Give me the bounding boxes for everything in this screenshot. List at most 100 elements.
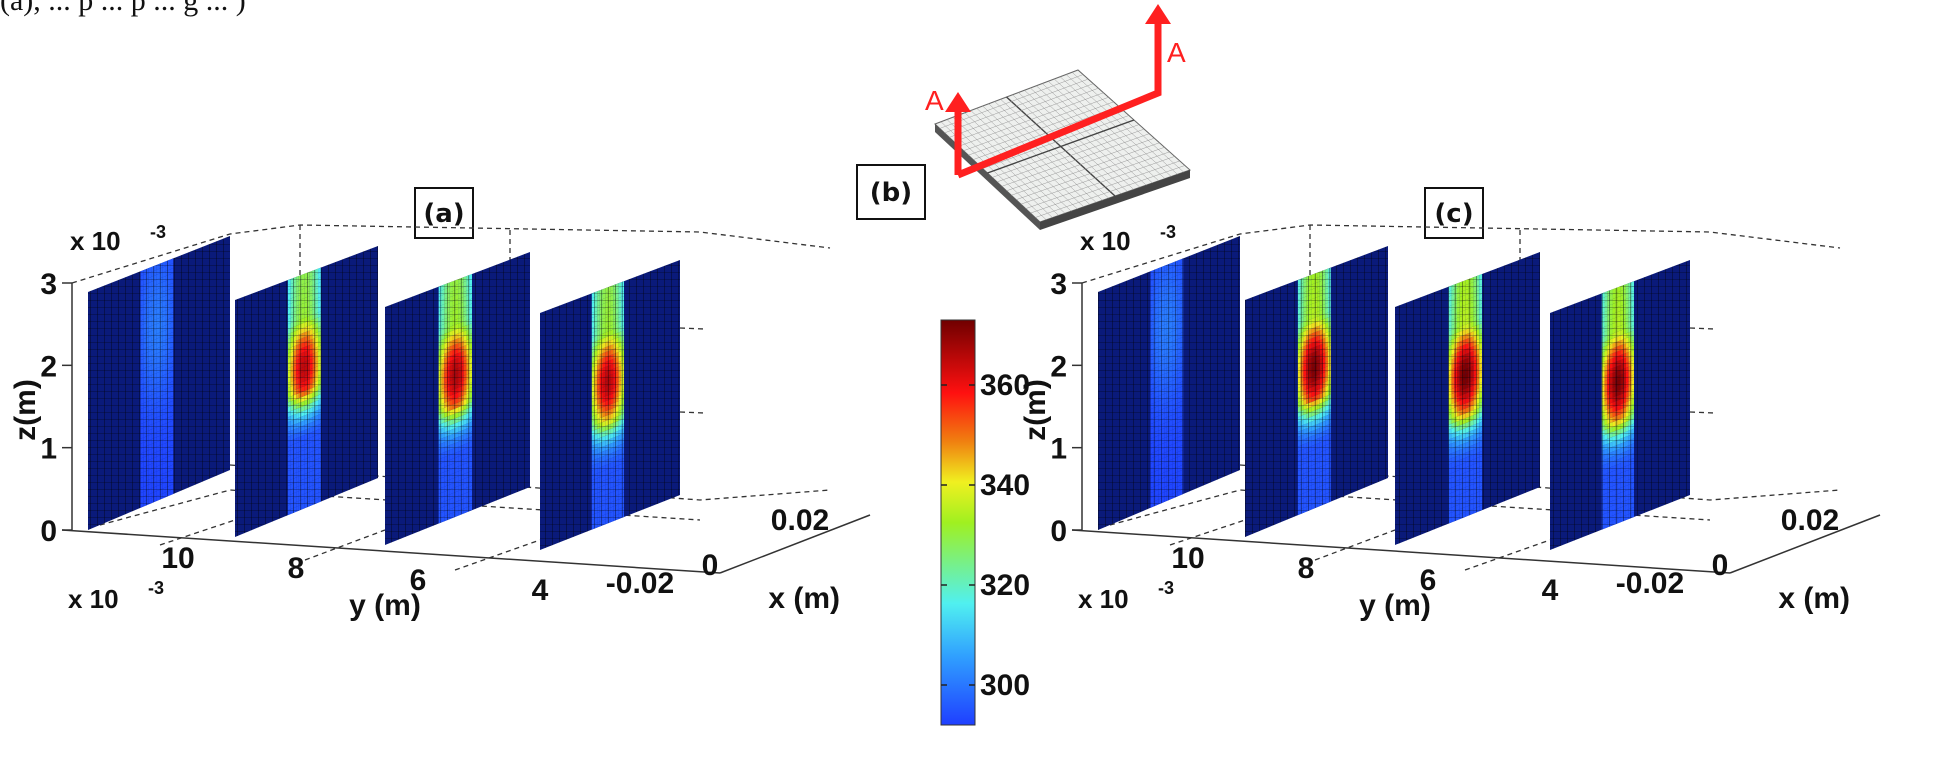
mesh-line	[982, 115, 1129, 169]
z-tick-label: 3	[40, 268, 57, 301]
colorbar-gradient	[940, 319, 976, 726]
section-label-left: A	[925, 85, 944, 116]
y-tick-label: 8	[1298, 552, 1315, 585]
y-tick-label: 4	[532, 574, 549, 607]
colorbar: 300 320 340 360	[940, 319, 1030, 726]
slice-mesh	[1395, 252, 1540, 545]
slice-mesh	[540, 260, 680, 550]
z-multiplier-label: x 10	[1080, 226, 1131, 256]
grid-line	[454, 539, 541, 571]
y-tick-label: 10	[1171, 542, 1204, 575]
section-label-right: A	[1167, 37, 1186, 68]
z-multiplier-exponent: -3	[150, 222, 166, 242]
x-axis	[719, 514, 871, 574]
y-multiplier-exponent: -3	[1158, 578, 1174, 598]
mesh-line	[1011, 142, 1160, 196]
mesh-line	[954, 87, 1099, 143]
x-tick-label: 0	[1712, 549, 1729, 582]
z-tick-label: 1	[1050, 433, 1067, 466]
grid-line	[679, 411, 706, 414]
slice-mesh	[88, 236, 230, 530]
grid-line	[1169, 519, 1246, 546]
y-multiplier-exponent: -3	[148, 578, 164, 598]
z-multiplier-exponent: -3	[1160, 222, 1176, 242]
grid-line	[679, 327, 706, 330]
x-tick-label: -0.02	[606, 567, 674, 600]
mesh-line	[987, 119, 1135, 174]
mesh-line	[1030, 160, 1180, 214]
slice-plane	[1550, 260, 1690, 550]
y-multiplier-label: x 10	[1078, 584, 1129, 614]
y-tick-label: 8	[288, 552, 305, 585]
grid-line	[159, 519, 236, 546]
slice-mesh	[1245, 246, 1388, 537]
mesh-line	[939, 74, 1084, 129]
y-axis	[61, 529, 721, 574]
arrow-up-icon	[945, 92, 971, 112]
mesh-line	[968, 101, 1114, 156]
z-axis-label: z(m)	[1019, 379, 1052, 441]
mesh-line	[992, 124, 1140, 178]
grid-line	[1314, 529, 1396, 561]
slice-plane	[1395, 252, 1540, 545]
mesh-line	[1001, 133, 1150, 187]
x-tick-label: 0.02	[771, 504, 829, 537]
slice-plane	[385, 252, 530, 545]
z-tick-label: 0	[1050, 515, 1067, 548]
y-multiplier-label: x 10	[68, 584, 119, 614]
grid-line	[1689, 327, 1716, 330]
mesh-line	[1016, 147, 1165, 200]
slice-mesh	[385, 252, 530, 545]
y-axis-label: y (m)	[349, 589, 421, 622]
mesh-line	[1006, 137, 1155, 192]
slice-plane	[540, 260, 680, 550]
mesh-line	[963, 97, 1109, 151]
colorbar-tick-label: 360	[980, 369, 1030, 402]
mesh-line	[1020, 151, 1170, 205]
slice-plane	[88, 236, 230, 530]
mesh-line	[949, 83, 1094, 138]
x-tick-label: -0.02	[1616, 567, 1684, 600]
z-tick-label: 2	[40, 350, 57, 383]
y-tick-label: 4	[1542, 574, 1559, 607]
y-axis-label: y (m)	[1359, 589, 1431, 622]
panel-label: (c)	[1434, 199, 1473, 229]
mesh-line	[1035, 165, 1185, 218]
colorbar-tick-label: 340	[980, 469, 1030, 502]
y-tick-label: 6	[1420, 564, 1437, 597]
slice-mesh	[1550, 260, 1690, 550]
z-multiplier-label: x 10	[70, 226, 121, 256]
mesh-line	[958, 92, 1104, 147]
x-axis-label: x (m)	[1778, 582, 1850, 615]
panel-b-label: (b)	[870, 178, 912, 208]
colorbar-tick-label: 320	[980, 569, 1030, 602]
y-axis	[1071, 529, 1731, 574]
panel-label: (a)	[423, 199, 464, 229]
grid-line	[1464, 539, 1551, 571]
mesh-line	[996, 128, 1145, 183]
slice-plane	[1098, 236, 1240, 530]
section-line-a-a: A A	[925, 4, 1186, 179]
panel-label-box	[1424, 187, 1484, 239]
slice-mesh	[1098, 236, 1240, 530]
x-axis	[1729, 514, 1881, 574]
slice-plane	[1245, 246, 1388, 537]
y-tick-label: 10	[161, 542, 194, 575]
y-tick-label: 6	[410, 564, 427, 597]
arrow-up-icon	[1145, 4, 1171, 24]
panel-b-diagram: A A (b)	[856, 4, 1191, 230]
x-tick-label: 0.02	[1781, 504, 1839, 537]
z-tick-label: 0	[40, 515, 57, 548]
z-axis-label: z(m)	[9, 379, 42, 441]
z-tick-label: 2	[1050, 350, 1067, 383]
slice-mesh	[235, 246, 378, 537]
panel-b-label-box	[856, 164, 926, 220]
mesh-line	[944, 78, 1089, 134]
x-axis-label: x (m)	[768, 582, 840, 615]
grid-line	[304, 529, 386, 561]
colorbar-tick-label: 300	[980, 669, 1030, 702]
panel-label-box	[414, 187, 474, 239]
